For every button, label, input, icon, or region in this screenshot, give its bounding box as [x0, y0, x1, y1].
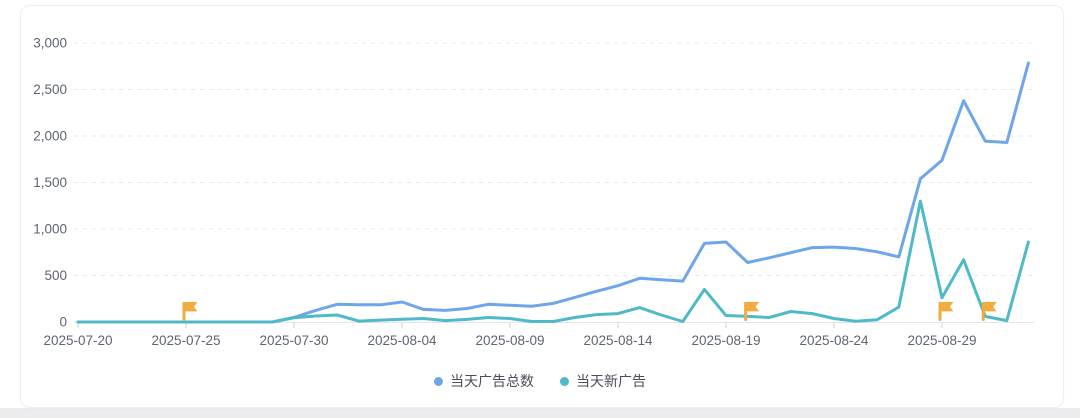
- x-axis-label: 2025-07-25: [151, 333, 220, 348]
- y-axis-label: 1,500: [33, 175, 67, 190]
- chart-legend: 当天广告总数 当天新广告: [0, 371, 1080, 391]
- y-axis-label: 500: [44, 268, 67, 283]
- legend-dot-total-icon: [434, 376, 443, 386]
- ads-trend-chart-card: [20, 5, 1064, 408]
- page-background-strip: [0, 408, 1080, 418]
- legend-item-new-ads[interactable]: 当天新广告: [560, 371, 646, 391]
- flag-marker-icon: [744, 302, 760, 321]
- legend-label-new: 当天新广告: [576, 373, 646, 389]
- flag-marker-icon: [182, 302, 198, 321]
- x-axis-label: 2025-08-04: [367, 333, 437, 348]
- y-axis-label: 2,000: [33, 129, 67, 144]
- x-axis-label: 2025-08-29: [907, 333, 976, 348]
- x-axis-label: 2025-07-20: [43, 333, 112, 348]
- y-axis-label: 1,000: [33, 222, 67, 237]
- x-axis-label: 2025-08-19: [691, 333, 760, 348]
- series-line-total-ads: [76, 61, 1030, 324]
- x-axis-label: 2025-07-30: [259, 333, 328, 348]
- series-line-new-ads: [76, 199, 1030, 324]
- legend-label-total: 当天广告总数: [450, 373, 534, 389]
- y-axis-label: 3,000: [33, 36, 67, 51]
- x-axis-label: 2025-08-24: [799, 333, 869, 348]
- x-axis-label: 2025-08-14: [583, 333, 653, 348]
- x-axis-label: 2025-08-09: [475, 333, 544, 348]
- y-axis-label: 0: [59, 315, 67, 330]
- flag-marker-icon: [938, 302, 954, 321]
- legend-dot-new-icon: [560, 376, 569, 386]
- legend-item-total-ads[interactable]: 当天广告总数: [434, 371, 534, 391]
- flag-marker-icon: [981, 302, 997, 321]
- y-axis-label: 2,500: [33, 82, 67, 97]
